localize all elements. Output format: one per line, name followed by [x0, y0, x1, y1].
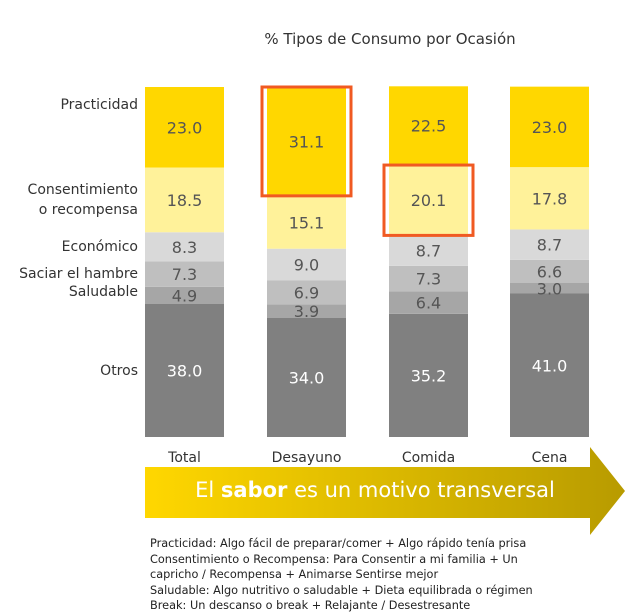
footnote: Saludable: Algo nutritivo o saludable + …	[150, 583, 533, 597]
bar-segment	[267, 248, 346, 281]
data-label: 6.6	[537, 262, 562, 281]
bar-segment	[145, 87, 224, 168]
banner-pre: El	[195, 478, 221, 502]
footnote: capricho / Recompensa + Animarse Sentirs…	[150, 568, 439, 581]
series-label: Saciar el hambre	[19, 266, 138, 283]
data-label: 15.1	[289, 213, 325, 232]
series-label: Consentimiento	[27, 181, 138, 198]
data-label: 23.0	[167, 118, 203, 137]
series-label: Practicidad	[60, 97, 138, 114]
data-label: 6.9	[294, 283, 319, 302]
series-label: Otros	[100, 362, 138, 379]
footnote: Practicidad: Algo fácil de preparar/come…	[150, 537, 527, 550]
bar-segment	[389, 313, 468, 437]
data-label: 6.4	[416, 294, 441, 313]
data-label: 34.0	[289, 369, 325, 388]
bar-segment	[145, 286, 224, 304]
data-label: 17.8	[532, 189, 568, 208]
data-label: 8.3	[172, 238, 197, 257]
series-label: Económico	[61, 238, 138, 255]
category-label: Comida	[402, 450, 455, 466]
bar-segment	[389, 86, 468, 166]
series-label: Saludable	[68, 284, 138, 301]
bar-segment	[389, 235, 468, 266]
bar-segment	[510, 293, 589, 437]
bar-segment	[145, 304, 224, 437]
bar-segment	[145, 232, 224, 262]
bar-segment	[389, 291, 468, 314]
footnote: Consentimiento o Recompensa: Para Consen…	[150, 552, 518, 566]
data-label: 4.9	[172, 286, 197, 305]
bar-segment	[267, 87, 346, 196]
bar-segment	[145, 167, 224, 233]
banner-post: es un motivo transversal	[287, 478, 555, 502]
data-label: 41.0	[532, 356, 568, 375]
bar-segment	[389, 265, 468, 292]
data-label: 20.1	[411, 191, 447, 210]
bar-segment	[510, 283, 589, 294]
bar-segment	[267, 318, 346, 437]
data-label: 22.5	[411, 117, 447, 136]
category-label: Cena	[532, 450, 568, 466]
bar-segment	[389, 165, 468, 236]
banner-bold: sabor	[220, 478, 288, 502]
highlight-box	[382, 163, 475, 237]
bar-segment	[267, 280, 346, 305]
bar-segment	[510, 86, 589, 168]
data-label: 8.7	[416, 242, 441, 261]
transversal-arrow	[145, 447, 625, 535]
data-label: 38.0	[167, 362, 203, 381]
series-label: o recompensa	[38, 201, 138, 218]
chart-title: % Tipos de Consumo por Ocasión	[264, 30, 516, 48]
data-label: 3.0	[537, 279, 562, 298]
category-label: Desayuno	[272, 450, 342, 466]
data-label: 7.3	[416, 270, 441, 289]
bar-segment	[145, 261, 224, 287]
data-label: 31.1	[289, 132, 325, 151]
footnotes: Practicidad: Algo fácil de preparar/come…	[150, 536, 533, 614]
data-label: 18.5	[167, 191, 203, 210]
data-label: 9.0	[294, 255, 319, 274]
bar-segment	[510, 229, 589, 260]
footnote: Break: Un descanso o break + Relajante /…	[150, 599, 471, 612]
data-label: 7.3	[172, 265, 197, 284]
data-label: 23.0	[532, 118, 568, 137]
data-label: 35.2	[411, 366, 447, 385]
category-label: Total	[167, 450, 201, 466]
banner-text: El sabor es un motivo transversal	[160, 478, 590, 502]
bar-segment	[267, 304, 346, 318]
bar-segment	[510, 167, 589, 230]
data-label: 3.9	[294, 302, 319, 321]
bar-segment	[510, 259, 589, 283]
highlight-box	[260, 85, 353, 198]
bar-segment	[267, 195, 346, 249]
data-label: 8.7	[537, 236, 562, 255]
